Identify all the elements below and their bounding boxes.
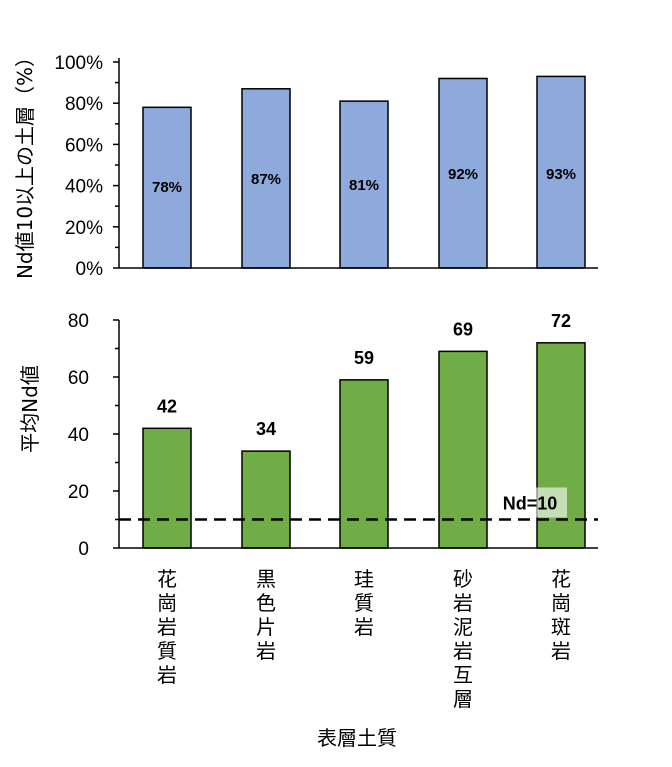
top-y-axis-label: Nd値10以上の土層（%） [13,47,37,279]
category-label: 花崗斑岩 [551,567,571,663]
top-data-labels: 78% 87% 81% 92% 93% [152,166,576,196]
top-y-tick-label: 80% [65,94,103,115]
bottom-data-label: 34 [256,419,276,439]
top-data-label: 78% [152,179,182,196]
bottom-y-tick-label: 20 [68,482,89,503]
bottom-data-labels: 42 34 59 69 72 [157,311,571,439]
bottom-data-label: 59 [354,348,374,368]
top-data-label: 81% [349,177,379,194]
bottom-y-ticks: 0 20 40 60 80 [68,311,119,560]
bottom-data-label: 72 [551,311,571,331]
bottom-y-tick-label: 0 [78,539,89,560]
top-data-label: 93% [546,166,576,183]
top-bar [536,75,586,269]
category-labels: 花崗岩質岩 黒色片岩 珪質岩 砂岩泥岩互層 花崗斑岩 [157,567,571,711]
bottom-bar [142,427,192,549]
top-y-tick-label: 100% [54,53,103,74]
category-label: 花崗岩質岩 [157,567,177,687]
top-y-tick-label: 40% [65,177,103,198]
bottom-data-label: 42 [157,396,177,416]
top-y-tick-label: 60% [65,135,103,156]
top-bar [142,106,192,269]
top-y-tick-label: 20% [65,218,103,239]
category-label: 砂岩泥岩互層 [453,567,473,711]
bottom-bar [339,379,389,549]
bottom-y-axis-label: 平均Nd値 [18,365,42,453]
category-label: 珪質岩 [354,567,374,639]
top-y-tick-label: 0% [76,259,104,280]
top-data-label: 92% [448,166,478,183]
bottom-y-tick-label: 60 [68,368,89,389]
top-bars [142,75,586,269]
top-bar [241,88,291,269]
bottom-y-tick-label: 80 [68,311,89,332]
bottom-data-label: 69 [453,319,473,339]
top-bar [438,77,488,269]
reference-line-label: Nd=10 [503,494,558,514]
bottom-panel: 平均Nd値 0 20 40 60 80 42 34 59 69 72 Nd=10 花崗岩質岩 黒色… [18,311,598,750]
category-label: 黒色片岩 [256,567,276,663]
top-bar [339,100,389,269]
x-axis-label: 表層土質 [317,726,397,750]
reference-label-background [494,487,567,518]
bottom-y-tick-label: 40 [68,425,89,446]
top-y-ticks: 0% 20% 40% 60% 80% 100% [54,53,119,280]
bottom-bar [241,450,291,549]
top-panel: Nd値10以上の土層（%） 0% 20% 40% 60% 80% 100% 78% 87% 8… [13,47,598,280]
top-data-label: 87% [251,171,281,188]
bottom-bar [438,350,488,549]
